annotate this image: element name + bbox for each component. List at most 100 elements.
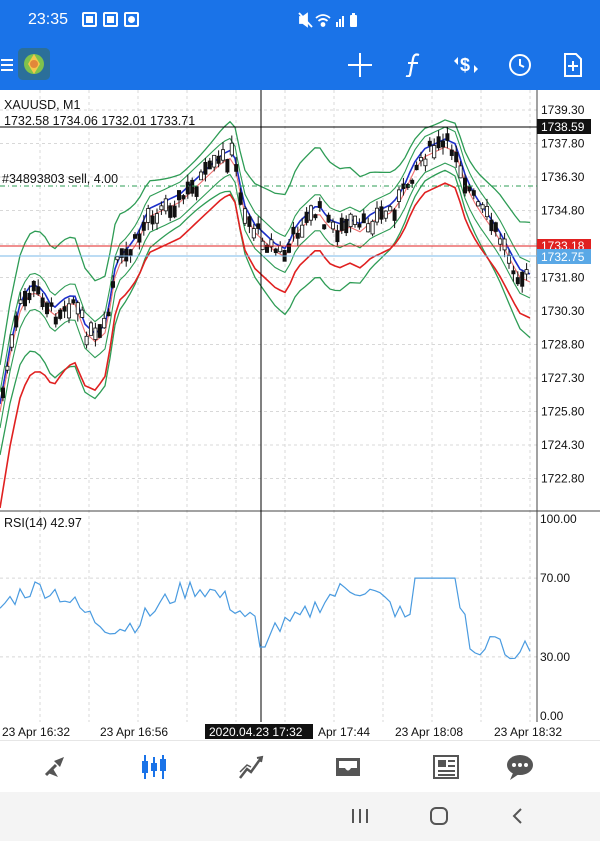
candle (146, 204, 151, 231)
price-tag-blue: 1732.75 (537, 249, 591, 264)
candle (31, 280, 36, 298)
home-icon (430, 807, 448, 825)
notification-icons (82, 12, 139, 27)
candle (498, 233, 503, 252)
candle (225, 158, 230, 174)
candle (348, 212, 353, 233)
candle (300, 217, 305, 238)
svg-text:1732.75: 1732.75 (541, 250, 585, 264)
metatrader-logo[interactable] (18, 48, 50, 80)
hamburger-icon (1, 59, 13, 71)
home-button[interactable] (419, 802, 459, 830)
rsi-tick-label: 70.00 (540, 571, 570, 585)
nav-quotes[interactable] (26, 741, 86, 793)
candle (370, 219, 375, 237)
gallery-notification-icon (82, 12, 97, 27)
nav-news[interactable] (416, 741, 476, 793)
price-tick-label: 1724.30 (541, 438, 585, 452)
price-tick-label: 1727.30 (541, 371, 585, 385)
add-document-icon (564, 53, 582, 77)
candle (163, 194, 168, 215)
price-chart[interactable]: XAUUSD, M1 1732.58 1734.06 1732.01 1733.… (0, 90, 600, 740)
menu-button[interactable] (0, 40, 14, 90)
news-icon (433, 755, 459, 779)
trade-button[interactable]: $ (442, 40, 490, 90)
nav-trade[interactable] (221, 741, 281, 793)
nav-history[interactable] (318, 741, 378, 793)
candle (278, 241, 283, 254)
candle (168, 202, 173, 222)
candle (322, 224, 327, 230)
price-axis-ticks: 1739.301737.801736.301734.801733.301731.… (541, 103, 585, 486)
bollinger-lower (0, 169, 531, 456)
symbol-label: XAUUSD, M1 (4, 98, 80, 112)
candle (172, 200, 177, 219)
candle (471, 188, 476, 200)
candle (89, 320, 94, 336)
back-icon (512, 808, 522, 824)
candle (520, 270, 525, 293)
candle (251, 223, 256, 241)
indicators-button[interactable] (390, 40, 438, 90)
candle (190, 177, 195, 197)
rsi-line (0, 577, 531, 660)
candle (366, 217, 371, 233)
candle (53, 313, 58, 328)
time-label: 2020.04.23 17:32 (209, 725, 303, 739)
chat-icon (507, 755, 533, 780)
new-order-button[interactable] (549, 40, 597, 90)
history-icon (336, 758, 360, 776)
candle (493, 221, 498, 237)
price-tick-label: 1734.80 (541, 204, 585, 218)
price-tick-label: 1737.80 (541, 137, 585, 151)
timeframe-button[interactable] (496, 40, 544, 90)
candle (124, 241, 129, 267)
price-tick-label: 1722.80 (541, 472, 585, 486)
candle (476, 200, 481, 207)
candle (102, 311, 107, 329)
crosshair-button[interactable] (336, 40, 384, 90)
candle (308, 204, 313, 226)
candle (524, 263, 529, 281)
candle (489, 212, 494, 235)
candle (18, 292, 23, 305)
candle (388, 204, 393, 212)
bollinger-upper (0, 119, 531, 366)
candle (313, 213, 318, 221)
chart-icon (142, 755, 166, 779)
toolbar: $ (0, 40, 600, 90)
candle (176, 190, 181, 208)
nav-chart[interactable] (124, 741, 184, 793)
time-label: 23 Apr 18:08 (395, 725, 463, 739)
recent-apps-button[interactable] (340, 802, 380, 830)
price-tick-label: 1736.30 (541, 170, 585, 184)
candle (502, 232, 507, 258)
candle (458, 161, 463, 179)
crosshair-time-tag (205, 724, 313, 739)
app-notification-icon (103, 12, 118, 27)
candle (67, 297, 72, 324)
system-navigation (0, 792, 600, 841)
bollinger-lower-inner (0, 162, 531, 429)
nav-chat[interactable] (490, 741, 550, 793)
candle (132, 232, 137, 239)
candle (423, 153, 428, 172)
candle (36, 279, 41, 296)
price-tick-label: 1728.80 (541, 338, 585, 352)
candle (440, 133, 445, 155)
order-label: #34893803 sell, 4.00 (2, 172, 118, 186)
candle (159, 201, 164, 215)
price-tag-black: 1738.59 (537, 119, 591, 134)
candle (304, 207, 309, 226)
svg-text:$: $ (460, 55, 470, 75)
rsi-tick-label: 0.00 (540, 709, 564, 723)
candle (344, 215, 349, 237)
rsi-axis-ticks: 100.00 70.00 30.00 0.00 (540, 512, 577, 723)
candle (414, 161, 419, 171)
price-tick-label: 1725.80 (541, 405, 585, 419)
bollinger-upper-inner (0, 126, 531, 393)
candle (234, 157, 239, 177)
candle (194, 185, 199, 201)
function-icon (405, 53, 420, 77)
back-button[interactable] (498, 802, 538, 830)
